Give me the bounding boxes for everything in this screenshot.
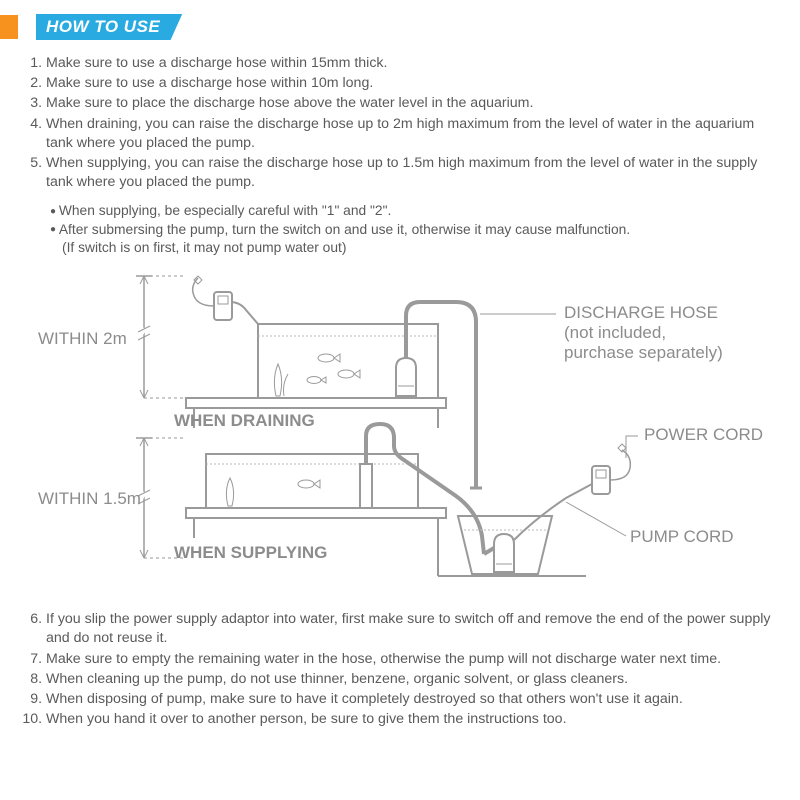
svg-text:DISCHARGE HOSE: DISCHARGE HOSE — [564, 303, 718, 322]
list-item: When cleaning up the pump, do not use th… — [46, 670, 774, 689]
svg-text:POWER CORD: POWER CORD — [644, 425, 763, 444]
diagram: WITHIN 2m WHEN DRAINING DISCHARGE HOSE(not… — [26, 268, 774, 604]
list-item: When you hand it over to another person,… — [46, 710, 774, 729]
sub-note: (If switch is on first, it may not pump … — [26, 239, 774, 258]
list-item: When supplying, be especially careful wi… — [50, 202, 774, 221]
svg-text:(not included,: (not included, — [564, 323, 666, 342]
header-bar: HOW TO USE — [0, 0, 800, 46]
svg-text:WHEN DRAINING: WHEN DRAINING — [174, 411, 315, 430]
list-item: Make sure to place the discharge hose ab… — [46, 94, 774, 113]
list-item: When draining, you can raise the dischar… — [46, 115, 774, 153]
page-title: HOW TO USE — [36, 14, 182, 40]
svg-text:WITHIN 1.5m: WITHIN 1.5m — [38, 489, 141, 508]
list-item: Make sure to use a discharge hose within… — [46, 74, 774, 93]
list-item: Make sure to empty the remaining water i… — [46, 650, 774, 669]
instructions-list-2: If you slip the power supply adaptor int… — [26, 610, 774, 729]
content-area: Make sure to use a discharge hose within… — [0, 46, 800, 729]
list-item: Make sure to use a discharge hose within… — [46, 54, 774, 73]
svg-text:WHEN SUPPLYING: WHEN SUPPLYING — [174, 543, 327, 562]
svg-text:PUMP CORD: PUMP CORD — [630, 527, 734, 546]
orange-accent — [0, 15, 18, 39]
svg-text:WITHIN 2m: WITHIN 2m — [38, 329, 127, 348]
list-item: When supplying, you can raise the discha… — [46, 154, 774, 192]
instructions-list-1: Make sure to use a discharge hose within… — [26, 54, 774, 192]
list-item: If you slip the power supply adaptor int… — [46, 610, 774, 648]
list-item: When disposing of pump, make sure to hav… — [46, 690, 774, 709]
svg-text:purchase separately): purchase separately) — [564, 343, 723, 362]
bullet-notes: When supplying, be especially careful wi… — [26, 202, 774, 239]
list-item: After submersing the pump, turn the swit… — [50, 221, 774, 240]
